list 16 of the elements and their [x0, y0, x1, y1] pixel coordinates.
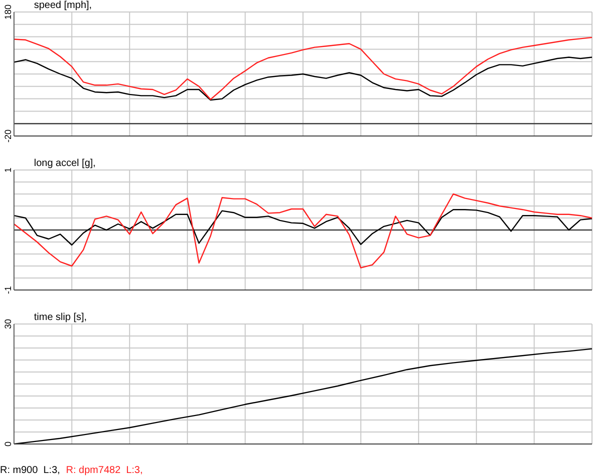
- y-tick-label: -1: [3, 286, 13, 294]
- y-tick-label: 0: [3, 441, 13, 447]
- line-series: [13, 209, 593, 246]
- chart-title: long accel [g],: [34, 158, 96, 169]
- chart-title: speed [mph],: [34, 0, 92, 11]
- line-series: [13, 56, 593, 101]
- line-series: [13, 348, 593, 444]
- y-tick-label: 180: [3, 4, 13, 20]
- y-tick-label: 1: [3, 167, 13, 173]
- legend-label: R: dpm7482 L:3,: [66, 465, 143, 476]
- line-series: [13, 193, 593, 268]
- y-tick-label: -20: [3, 129, 13, 143]
- chart-title: time slip [s],: [34, 312, 87, 323]
- y-tick-label: 30: [3, 318, 13, 330]
- text: R: m900 L:3,: [0, 465, 60, 476]
- line-series: [13, 36, 593, 100]
